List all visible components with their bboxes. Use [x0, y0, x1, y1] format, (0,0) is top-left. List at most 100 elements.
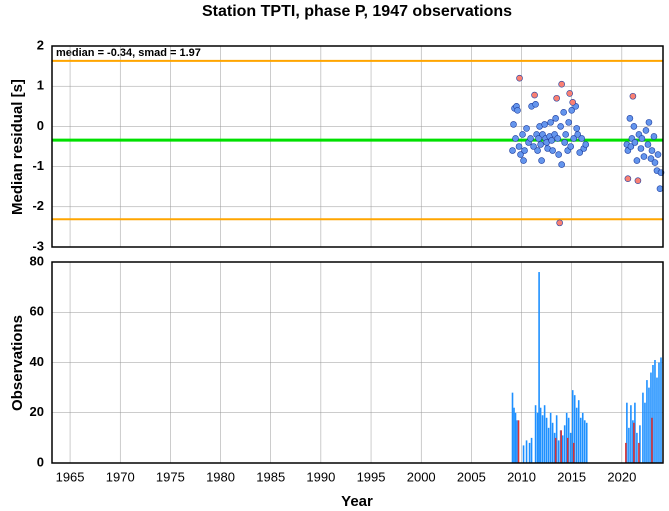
- x-tick-label: 1985: [256, 469, 285, 484]
- data-point: [554, 135, 561, 142]
- data-point: [644, 141, 652, 148]
- bar: [639, 425, 641, 463]
- data-point: [557, 123, 564, 130]
- bar: [626, 402, 628, 463]
- data-point: [510, 121, 517, 128]
- data-point: [519, 131, 526, 138]
- data-point: [552, 115, 559, 122]
- data-point: [650, 133, 658, 140]
- x-tick-label: 1995: [357, 469, 386, 484]
- x-tick-label: 2000: [407, 469, 436, 484]
- bar: [654, 359, 656, 463]
- bar: [530, 437, 533, 463]
- data-point: [520, 157, 527, 164]
- plot-frame: [51, 45, 664, 248]
- y-tick-label: 20: [30, 404, 44, 419]
- bar: [656, 377, 658, 463]
- chart-title: Station TPTI, phase P, 1947 observations: [202, 3, 512, 20]
- bar: [543, 405, 546, 463]
- data-point: [576, 149, 584, 156]
- bar: [632, 420, 634, 463]
- x-tick-label: 2010: [507, 469, 536, 484]
- bar: [547, 427, 550, 463]
- data-point: [637, 145, 645, 152]
- bar: [522, 445, 525, 463]
- bar: [517, 420, 520, 463]
- bar: [630, 405, 632, 463]
- data-point: [548, 137, 555, 144]
- data-point: [509, 147, 516, 154]
- data-point: [642, 127, 650, 134]
- bar: [660, 357, 662, 463]
- bar: [541, 415, 544, 463]
- data-point: [568, 107, 576, 114]
- bar: [525, 440, 528, 463]
- data-point: [521, 147, 528, 154]
- bar: [585, 422, 588, 463]
- bar: [658, 362, 660, 463]
- data-point: [558, 161, 565, 168]
- data-point: [651, 159, 659, 166]
- plot-frame: [51, 261, 664, 464]
- data-point: [578, 135, 586, 142]
- data-point: [582, 141, 590, 148]
- bar: [538, 272, 540, 463]
- y-tick-label: 80: [30, 253, 44, 268]
- data-point: [633, 157, 641, 164]
- data-point: [567, 143, 574, 150]
- bar: [572, 442, 575, 463]
- data-point: [558, 80, 565, 88]
- x-axis-label: Year: [341, 493, 373, 510]
- data-point: [645, 119, 653, 126]
- data-point: [654, 151, 662, 158]
- data-point: [627, 143, 635, 150]
- bar: [563, 425, 566, 463]
- bar: [536, 412, 539, 463]
- y-tick-label: 40: [30, 354, 44, 369]
- bar: [511, 392, 514, 463]
- bar: [567, 417, 570, 463]
- bar: [545, 417, 548, 463]
- data-point: [556, 219, 563, 227]
- bar: [565, 412, 568, 463]
- bar: [560, 430, 562, 463]
- data-point: [549, 147, 556, 154]
- bar: [571, 390, 574, 463]
- bar: [651, 417, 653, 463]
- x-tick-label: 2005: [457, 469, 486, 484]
- bar: [652, 365, 654, 463]
- y-tick-label: 0: [37, 454, 44, 469]
- bar: [528, 442, 531, 463]
- bar: [634, 402, 636, 463]
- data-point: [647, 155, 655, 162]
- y-axis-label: Median residual [s]: [9, 79, 26, 215]
- data-point: [573, 125, 581, 132]
- bar: [633, 422, 635, 463]
- data-point: [547, 119, 554, 126]
- bar: [628, 427, 630, 463]
- data-point: [560, 109, 567, 116]
- data-point: [630, 123, 638, 130]
- data-point: [514, 107, 521, 114]
- bar: [516, 420, 518, 463]
- data-point: [565, 119, 572, 126]
- data-point: [648, 147, 656, 154]
- bar: [561, 435, 564, 463]
- data-point: [537, 141, 544, 148]
- data-point: [523, 125, 530, 132]
- bar: [513, 407, 515, 463]
- data-point: [515, 143, 523, 150]
- bar: [557, 440, 560, 463]
- bar: [650, 372, 652, 463]
- y-tick-label: -1: [32, 158, 44, 173]
- bar: [514, 412, 517, 463]
- data-point: [532, 100, 539, 108]
- x-tick-label: 1975: [156, 469, 185, 484]
- bar: [553, 432, 556, 463]
- data-point: [634, 177, 642, 184]
- data-point: [534, 147, 541, 154]
- data-point: [566, 90, 573, 97]
- y-tick-label: -2: [32, 198, 44, 213]
- x-tick-label: 2020: [607, 469, 636, 484]
- x-tick-label: 1965: [56, 469, 85, 484]
